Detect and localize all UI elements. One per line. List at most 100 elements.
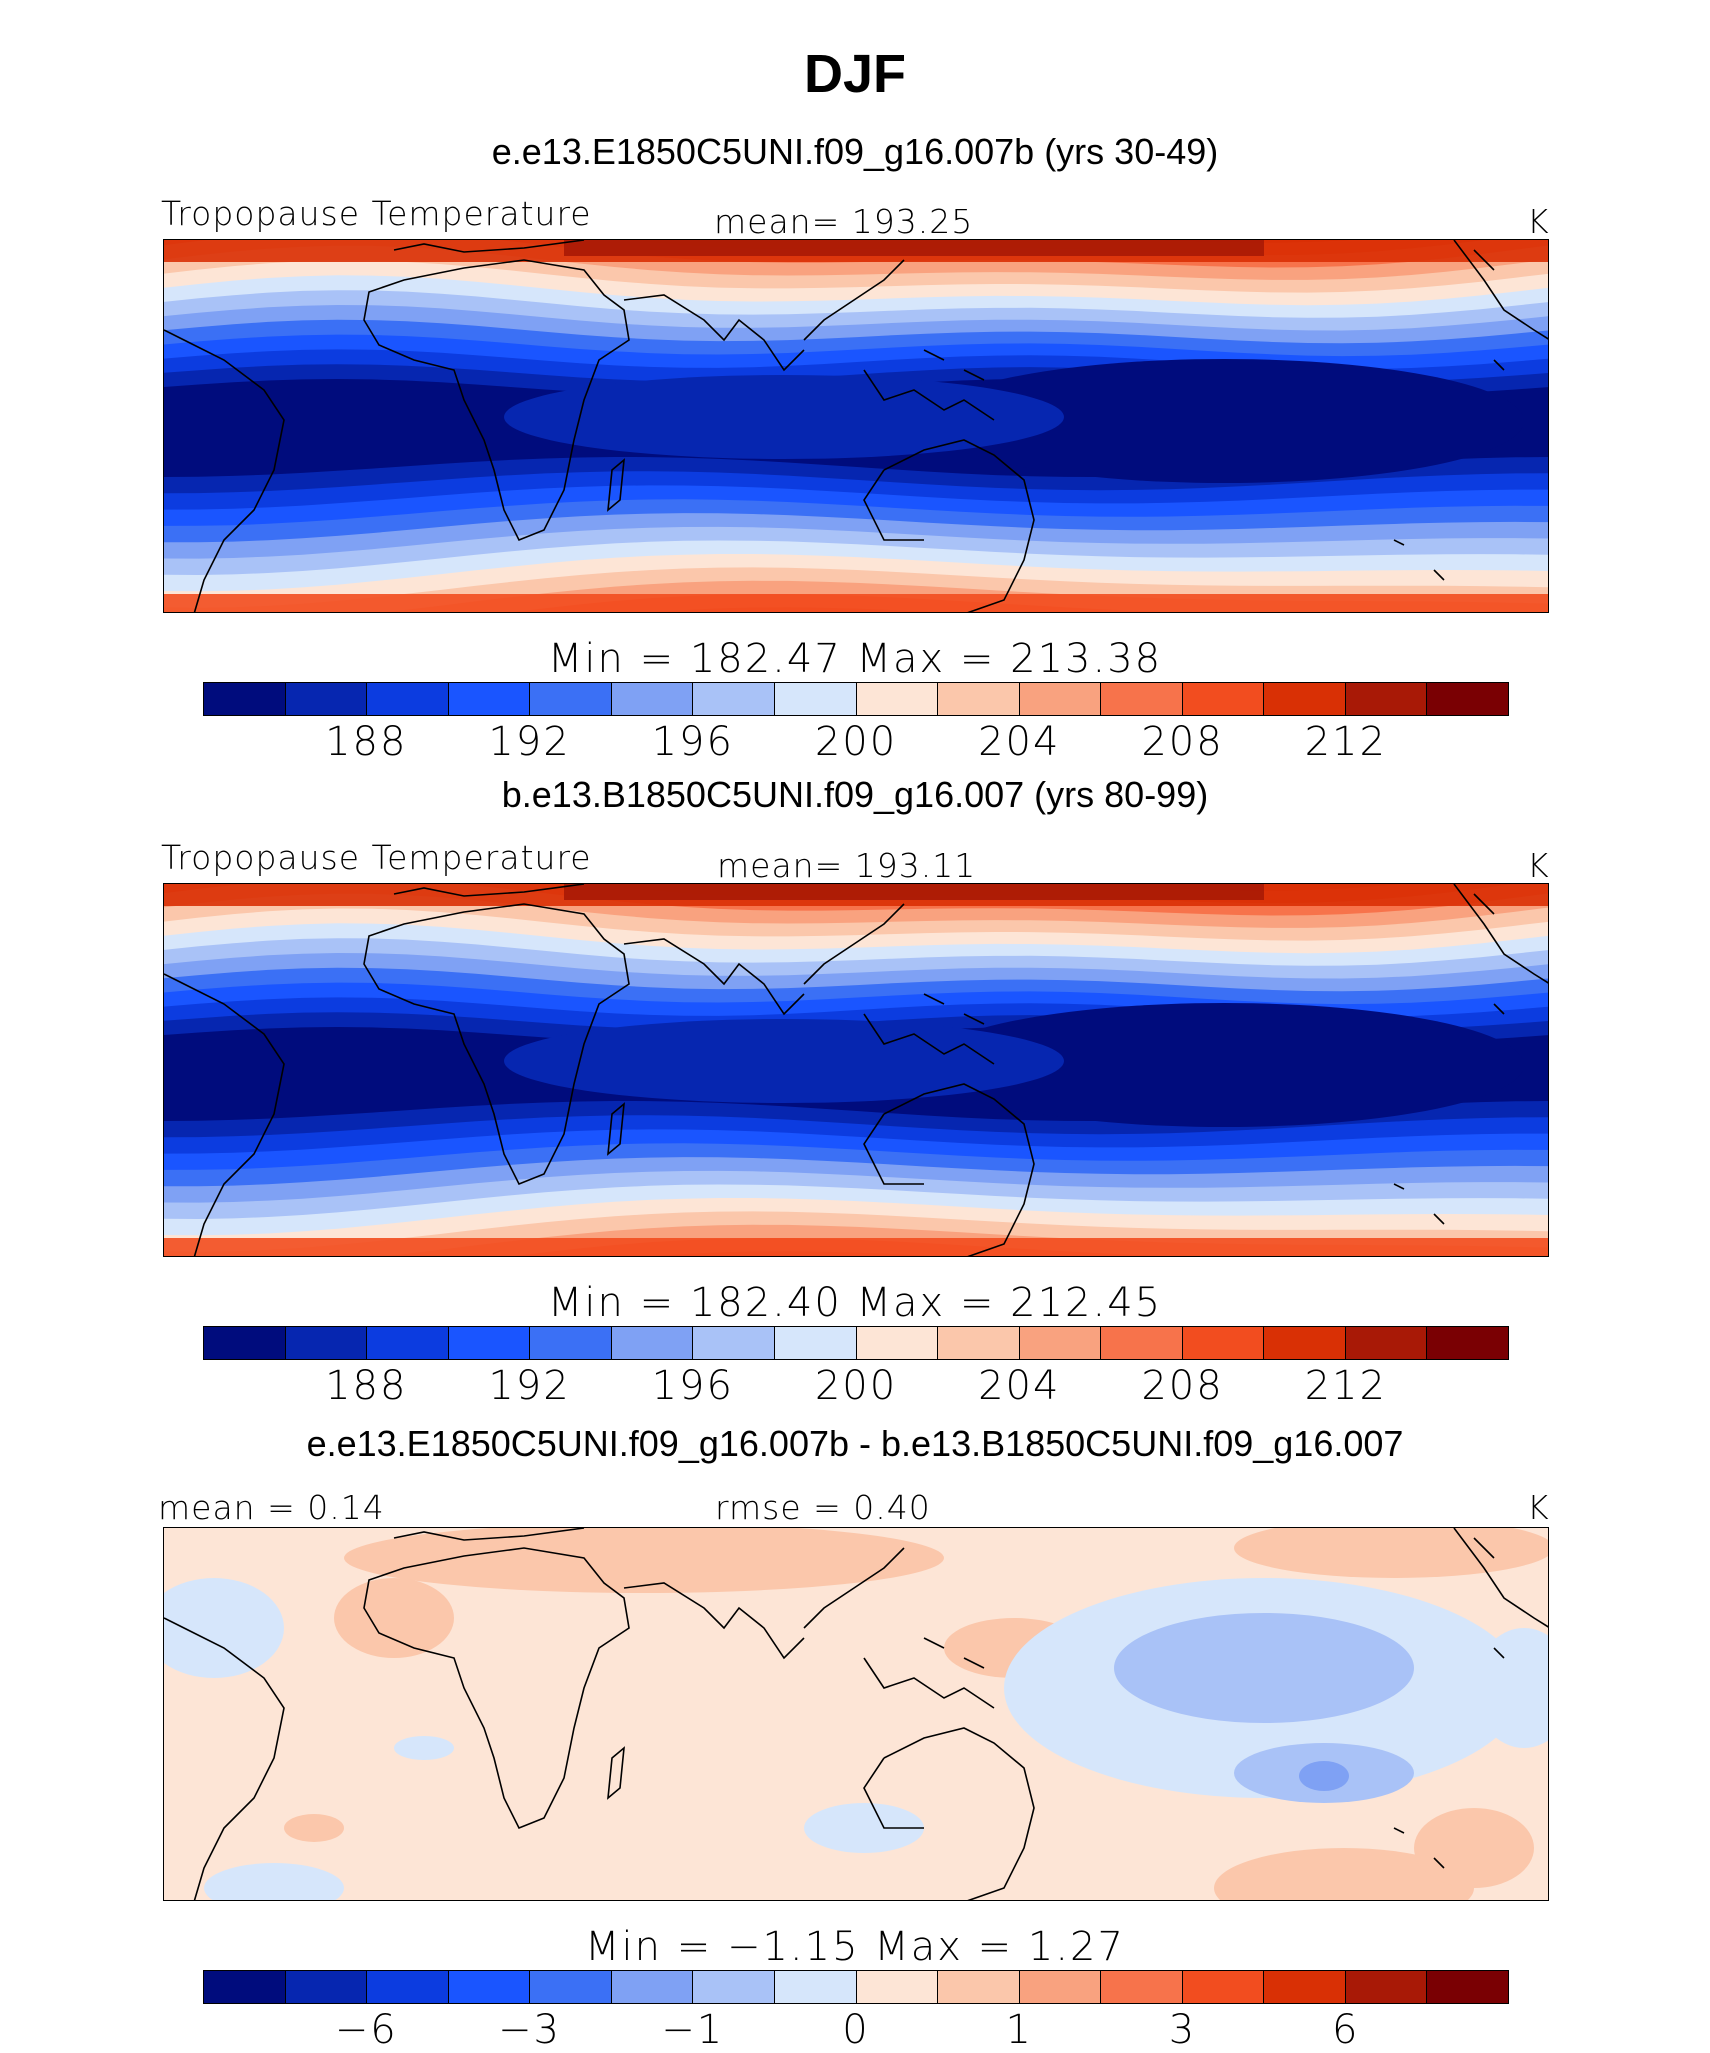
colorbar-swatch: [938, 683, 1020, 715]
panel-2-contour-plot: [164, 884, 1548, 1256]
panel-2-mean-label: mean= 193.11: [717, 846, 977, 885]
colorbar-swatch: [1427, 683, 1508, 715]
coastline: [1393, 1647, 1505, 1869]
colorbar-swatch: [1182, 1971, 1265, 2003]
colorbar-swatch: [1264, 683, 1346, 715]
colorbar-swatch: [448, 1971, 531, 2003]
colorbar-tick-label: 200: [814, 1363, 898, 1409]
colorbar-swatch: [367, 1327, 449, 1359]
colorbar-swatch: [1345, 683, 1428, 715]
south-pole-band: [164, 1238, 1548, 1256]
coastline: [1453, 240, 1548, 340]
anomaly-contour: [334, 1578, 454, 1658]
panel-3-rmse-label: rmse = 0.40: [715, 1488, 931, 1527]
colorbar-swatch: [774, 683, 857, 715]
coastline: [164, 329, 285, 612]
north-pole-max-band: [564, 240, 1264, 256]
panel-3-min-max: Min = −1.15 Max = 1.27: [585, 1924, 1125, 1970]
panel-3-mean-label: mean = 0.14: [158, 1488, 385, 1527]
panel-1-mean-label: mean= 193.25: [714, 202, 974, 241]
coastline: [863, 1083, 1035, 1256]
coastlines: [164, 1528, 1548, 1900]
colorbar-tick-label: 1: [1005, 2007, 1033, 2053]
coastline: [1453, 884, 1548, 984]
colorbar-tick-label: 188: [325, 719, 408, 765]
coastline: [607, 458, 625, 512]
colorbar-swatch: [285, 683, 368, 715]
panel-1-contour-plot: [164, 240, 1548, 612]
colorbar-swatch: [530, 683, 612, 715]
panel-1-title: e.e13.E1850C5UNI.f09_g16.007b (yrs 30-49…: [491, 131, 1219, 172]
colorbar-swatch: [774, 1971, 857, 2003]
colorbar-tick-label: 192: [488, 719, 571, 765]
coastline: [164, 973, 285, 1256]
coastline: [607, 1102, 625, 1156]
colorbar-tick-label: −3: [498, 2007, 561, 2053]
south-pole-band: [164, 594, 1548, 612]
panel-3-colorbar: [203, 1970, 1509, 2004]
colorbar-swatch: [1019, 1327, 1102, 1359]
colorbar-swatch: [1019, 683, 1102, 715]
colorbar-swatch: [1345, 1971, 1428, 2003]
colorbar-tick-label: 192: [488, 1363, 571, 1409]
colorbar-swatch: [611, 1971, 694, 2003]
colorbar-tick-label: 212: [1304, 1363, 1387, 1409]
anomaly-contour: [804, 1803, 924, 1853]
colorbar-swatch: [530, 1327, 612, 1359]
colorbar-swatch: [1264, 1971, 1346, 2003]
anomaly-contour: [284, 1814, 344, 1842]
anomaly-contour: [204, 1863, 344, 1900]
colorbar-swatch: [856, 683, 939, 715]
panel-2-colorbar: [203, 1326, 1509, 1360]
coastlines: [164, 884, 1548, 1256]
panel-2-title: b.e13.B1850C5UNI.f09_g16.007 (yrs 80-99): [501, 774, 1209, 815]
colorbar-swatch: [1345, 1327, 1428, 1359]
colorbar-tick-label: 196: [651, 1363, 734, 1409]
coastlines: [164, 240, 1548, 612]
coastline: [607, 1746, 625, 1800]
colorbar-swatch: [367, 683, 449, 715]
colorbar-tick-label: 200: [814, 719, 898, 765]
anomaly-contour: [1414, 1808, 1534, 1888]
colorbar-swatch: [1427, 1971, 1508, 2003]
colorbar-tick-label: 208: [1141, 1363, 1224, 1409]
colorbar-swatch: [856, 1971, 939, 2003]
panel-2-units-label: K: [1527, 846, 1550, 885]
colorbar-tick-label: 188: [325, 1363, 408, 1409]
north-pole-max-band: [564, 884, 1264, 900]
warm-pool-core: [924, 359, 1524, 483]
coastline: [363, 1547, 630, 1830]
colorbar-swatch: [1264, 1327, 1346, 1359]
colorbar-swatch: [1427, 1327, 1508, 1359]
anomaly-contour: [1114, 1613, 1414, 1723]
panel-1-min-max: Min = 182.47 Max = 213.38: [547, 636, 1163, 682]
coastline: [803, 903, 995, 1065]
colorbar-swatch: [204, 1327, 286, 1359]
anomaly-contour: [1234, 1528, 1548, 1578]
anomaly-contour: [344, 1528, 944, 1593]
coastline: [363, 903, 630, 1186]
coastline: [164, 1617, 285, 1900]
anomaly-contour: [1214, 1848, 1474, 1900]
colorbar-swatch: [938, 1327, 1020, 1359]
anomaly-contour: [394, 1736, 454, 1760]
panel-2-variable-label: Tropopause Temperature: [161, 838, 592, 877]
panel-1-units-label: K: [1527, 202, 1550, 241]
coastline: [803, 1547, 995, 1709]
colorbar-swatch: [693, 1327, 775, 1359]
warm-pool-core: [924, 1003, 1524, 1127]
colorbar-tick-label: 204: [978, 719, 1061, 765]
panel-2-min-max: Min = 182.40 Max = 212.45: [547, 1280, 1163, 1326]
colorbar-swatch: [856, 1327, 939, 1359]
coastline: [393, 884, 585, 897]
coastline: [803, 259, 995, 421]
panel-2-map: [163, 883, 1549, 1257]
colorbar-swatch: [285, 1327, 368, 1359]
coastline: [623, 294, 805, 372]
coastline: [1393, 359, 1505, 581]
colorbar-tick-label: 196: [651, 719, 734, 765]
colorbar-swatch: [204, 683, 286, 715]
coastline: [393, 240, 585, 253]
colorbar-swatch: [204, 1971, 286, 2003]
colorbar-tick-label: 212: [1304, 719, 1387, 765]
